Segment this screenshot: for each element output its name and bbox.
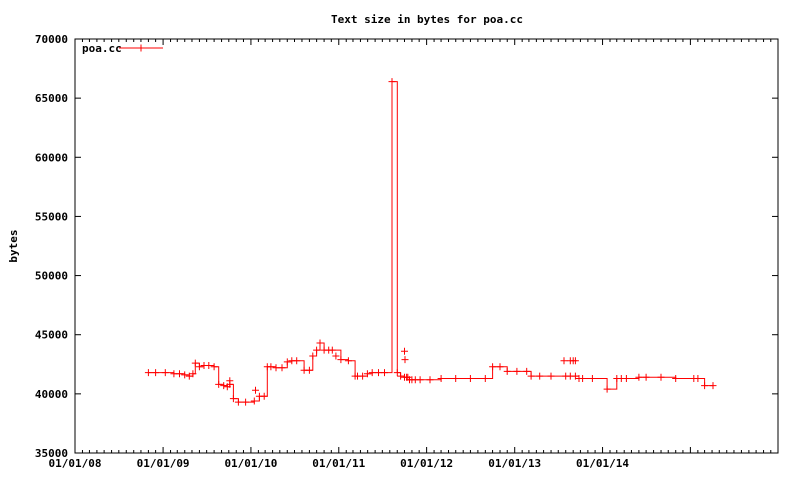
series-poa-cc (144, 78, 717, 406)
x-tick-label: 01/01/14 (576, 457, 629, 470)
data-point (267, 363, 275, 371)
data-point (701, 382, 709, 390)
data-point (210, 363, 218, 371)
data-point (215, 380, 223, 388)
data-point (293, 357, 301, 365)
data-point (176, 370, 183, 378)
data-point (536, 372, 544, 380)
data-point (437, 375, 445, 382)
y-tick-label: 50000 (35, 270, 68, 283)
data-point (185, 372, 193, 380)
data-point (560, 357, 568, 365)
data-point (416, 376, 424, 384)
data-point (278, 364, 286, 372)
data-point (397, 372, 405, 380)
data-point (368, 369, 376, 377)
data-point (388, 78, 396, 86)
data-point (283, 358, 291, 366)
data-point (571, 357, 579, 365)
data-point (250, 397, 258, 405)
y-axis: 35000 40000 45000 50000 55000 60000 65000 70000 (35, 33, 778, 460)
data-point (481, 375, 489, 382)
x-tick-label: 01/01/10 (224, 457, 277, 470)
x-tick-label: 01/01/11 (312, 457, 365, 470)
data-point (181, 371, 189, 379)
data-point (381, 369, 388, 377)
data-point (588, 375, 596, 382)
data-point (189, 370, 197, 378)
y-tick-label: 70000 (35, 33, 68, 46)
data-point (316, 339, 324, 347)
y-tick-label: 60000 (35, 151, 68, 164)
data-point (527, 372, 535, 380)
x-tick-label: 01/01/08 (49, 457, 102, 470)
data-point (305, 366, 313, 374)
data-point (272, 364, 280, 372)
data-point (513, 367, 521, 375)
data-point (191, 359, 199, 367)
data-point (579, 375, 587, 382)
data-point (401, 347, 408, 355)
y-tick-label: 65000 (35, 92, 68, 105)
data-point (252, 386, 259, 394)
data-point (523, 367, 531, 375)
data-point (205, 362, 213, 369)
data-point (401, 356, 409, 364)
data-point (496, 363, 504, 371)
y-axis-label: bytes (7, 229, 20, 262)
data-point (229, 395, 237, 403)
y-tick-label: 35000 (35, 447, 68, 460)
y-tick-label: 40000 (35, 388, 68, 401)
legend: poa.cc (82, 42, 163, 55)
y-tick-label: 55000 (35, 210, 68, 223)
data-point (709, 382, 717, 390)
data-point (359, 372, 367, 380)
data-point (234, 398, 242, 406)
data-point (503, 367, 511, 375)
x-axis: 01/01/08 01/01/09 01/01/10 01/01/11 01/01/12… (49, 39, 772, 470)
data-point (603, 385, 611, 393)
legend-entry-poa-cc: poa.cc (82, 42, 122, 55)
data-point (393, 369, 401, 377)
data-point (489, 363, 497, 371)
data-point (332, 352, 340, 360)
data-point (161, 369, 169, 377)
plot-frame (74, 38, 779, 454)
data-point (220, 382, 228, 390)
data-point (226, 377, 234, 385)
data-point (313, 346, 321, 354)
data-point (635, 373, 643, 381)
x-tick-label: 01/01/09 (137, 457, 190, 470)
data-point (309, 352, 317, 360)
data-point (328, 346, 336, 354)
data-point (363, 370, 371, 378)
series-line (148, 81, 713, 403)
legend-marker (137, 44, 145, 52)
data-point (152, 369, 160, 377)
data-point (242, 398, 250, 406)
x-tick-label: 01/01/12 (400, 457, 453, 470)
data-point (452, 375, 460, 382)
chart-title: Text size in bytes for poa.cc (331, 13, 523, 26)
data-point (672, 375, 680, 382)
data-point (622, 375, 630, 382)
data-point (547, 372, 555, 380)
data-point (694, 375, 702, 382)
data-point (657, 373, 665, 381)
data-point (344, 357, 352, 365)
data-point (375, 369, 382, 377)
data-point (144, 369, 152, 377)
data-point (260, 392, 268, 400)
x-tick-label: 01/01/13 (488, 457, 541, 470)
data-point (195, 363, 203, 371)
data-point (337, 356, 345, 364)
data-point (571, 372, 579, 380)
y-tick-label: 45000 (35, 329, 68, 342)
data-point (642, 373, 650, 381)
data-point (426, 376, 434, 384)
data-point (466, 375, 474, 382)
